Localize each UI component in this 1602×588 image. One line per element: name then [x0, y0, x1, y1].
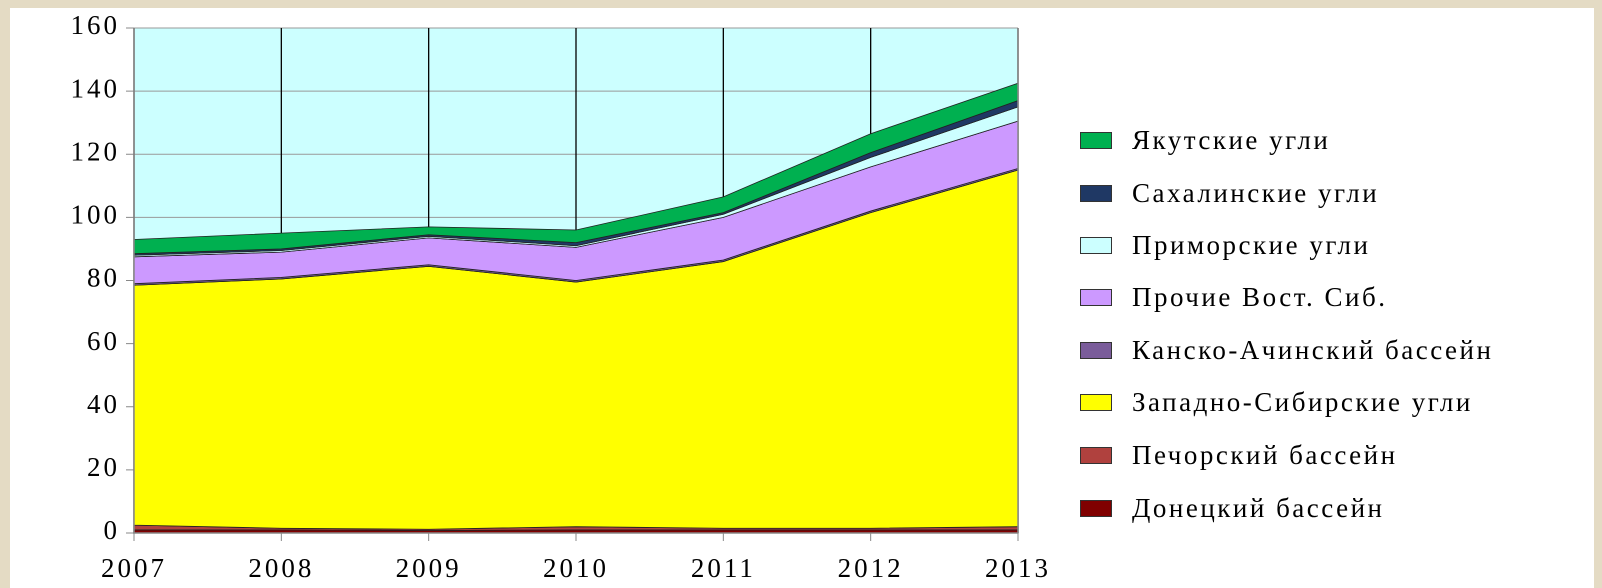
- legend-item: Приморские угли: [1080, 230, 1580, 260]
- x-tick-label: 2009: [396, 553, 462, 583]
- legend-swatch: [1080, 185, 1112, 202]
- x-tick-label: 2007: [101, 553, 167, 583]
- x-tick-label: 2013: [985, 553, 1051, 583]
- legend-item: Сахалинские угли: [1080, 178, 1580, 208]
- legend-item: Западно-Сибирские угли: [1080, 387, 1580, 417]
- legend-label: Канско-Ачинский бассейн: [1132, 335, 1494, 365]
- legend-item: Донецкий бассейн: [1080, 493, 1580, 523]
- legend-swatch: [1080, 289, 1112, 306]
- legend-label: Западно-Сибирские угли: [1132, 387, 1473, 417]
- legend-item: Канско-Ачинский бассейн: [1080, 335, 1580, 365]
- legend-label: Печорский бассейн: [1132, 440, 1398, 470]
- x-tick-label: 2010: [543, 553, 609, 583]
- legend-swatch: [1080, 500, 1112, 517]
- legend-swatch: [1080, 394, 1112, 411]
- y-tick-label: 60: [87, 326, 120, 356]
- legend-label: Якутские угли: [1132, 125, 1331, 155]
- x-tick-label: 2012: [838, 553, 904, 583]
- legend-label: Приморские угли: [1132, 230, 1371, 260]
- chart-frame: 0 20 40 60 80 100 120 140 160 2007 2008 2009 2010 201…: [10, 8, 1594, 588]
- legend-swatch: [1080, 132, 1112, 149]
- y-tick-label: 20: [87, 452, 120, 482]
- y-tick-label: 120: [71, 136, 121, 166]
- legend-label: Прочие Вост. Сиб.: [1132, 282, 1388, 312]
- legend-swatch: [1080, 237, 1112, 254]
- chart: 0 20 40 60 80 100 120 140 160 2007 2008 2009 2010 201…: [71, 10, 1051, 583]
- y-tick-label: 40: [87, 389, 120, 419]
- y-tick-label: 140: [71, 73, 121, 103]
- legend-item: Якутские угли: [1080, 125, 1580, 155]
- legend-item: Прочие Вост. Сиб.: [1080, 282, 1580, 312]
- legend-label: Донецкий бассейн: [1132, 493, 1385, 523]
- legend-item: Печорский бассейн: [1080, 440, 1580, 470]
- y-tick-label: 100: [71, 200, 121, 230]
- legend-label: Сахалинские угли: [1132, 178, 1380, 208]
- y-tick-label: 0: [104, 515, 121, 545]
- legend-swatch: [1080, 447, 1112, 464]
- y-tick-label: 80: [87, 263, 120, 293]
- x-tick-label: 2011: [691, 553, 756, 583]
- y-tick-label: 160: [71, 10, 121, 40]
- x-tick-label: 2008: [248, 553, 314, 583]
- legend-swatch: [1080, 342, 1112, 359]
